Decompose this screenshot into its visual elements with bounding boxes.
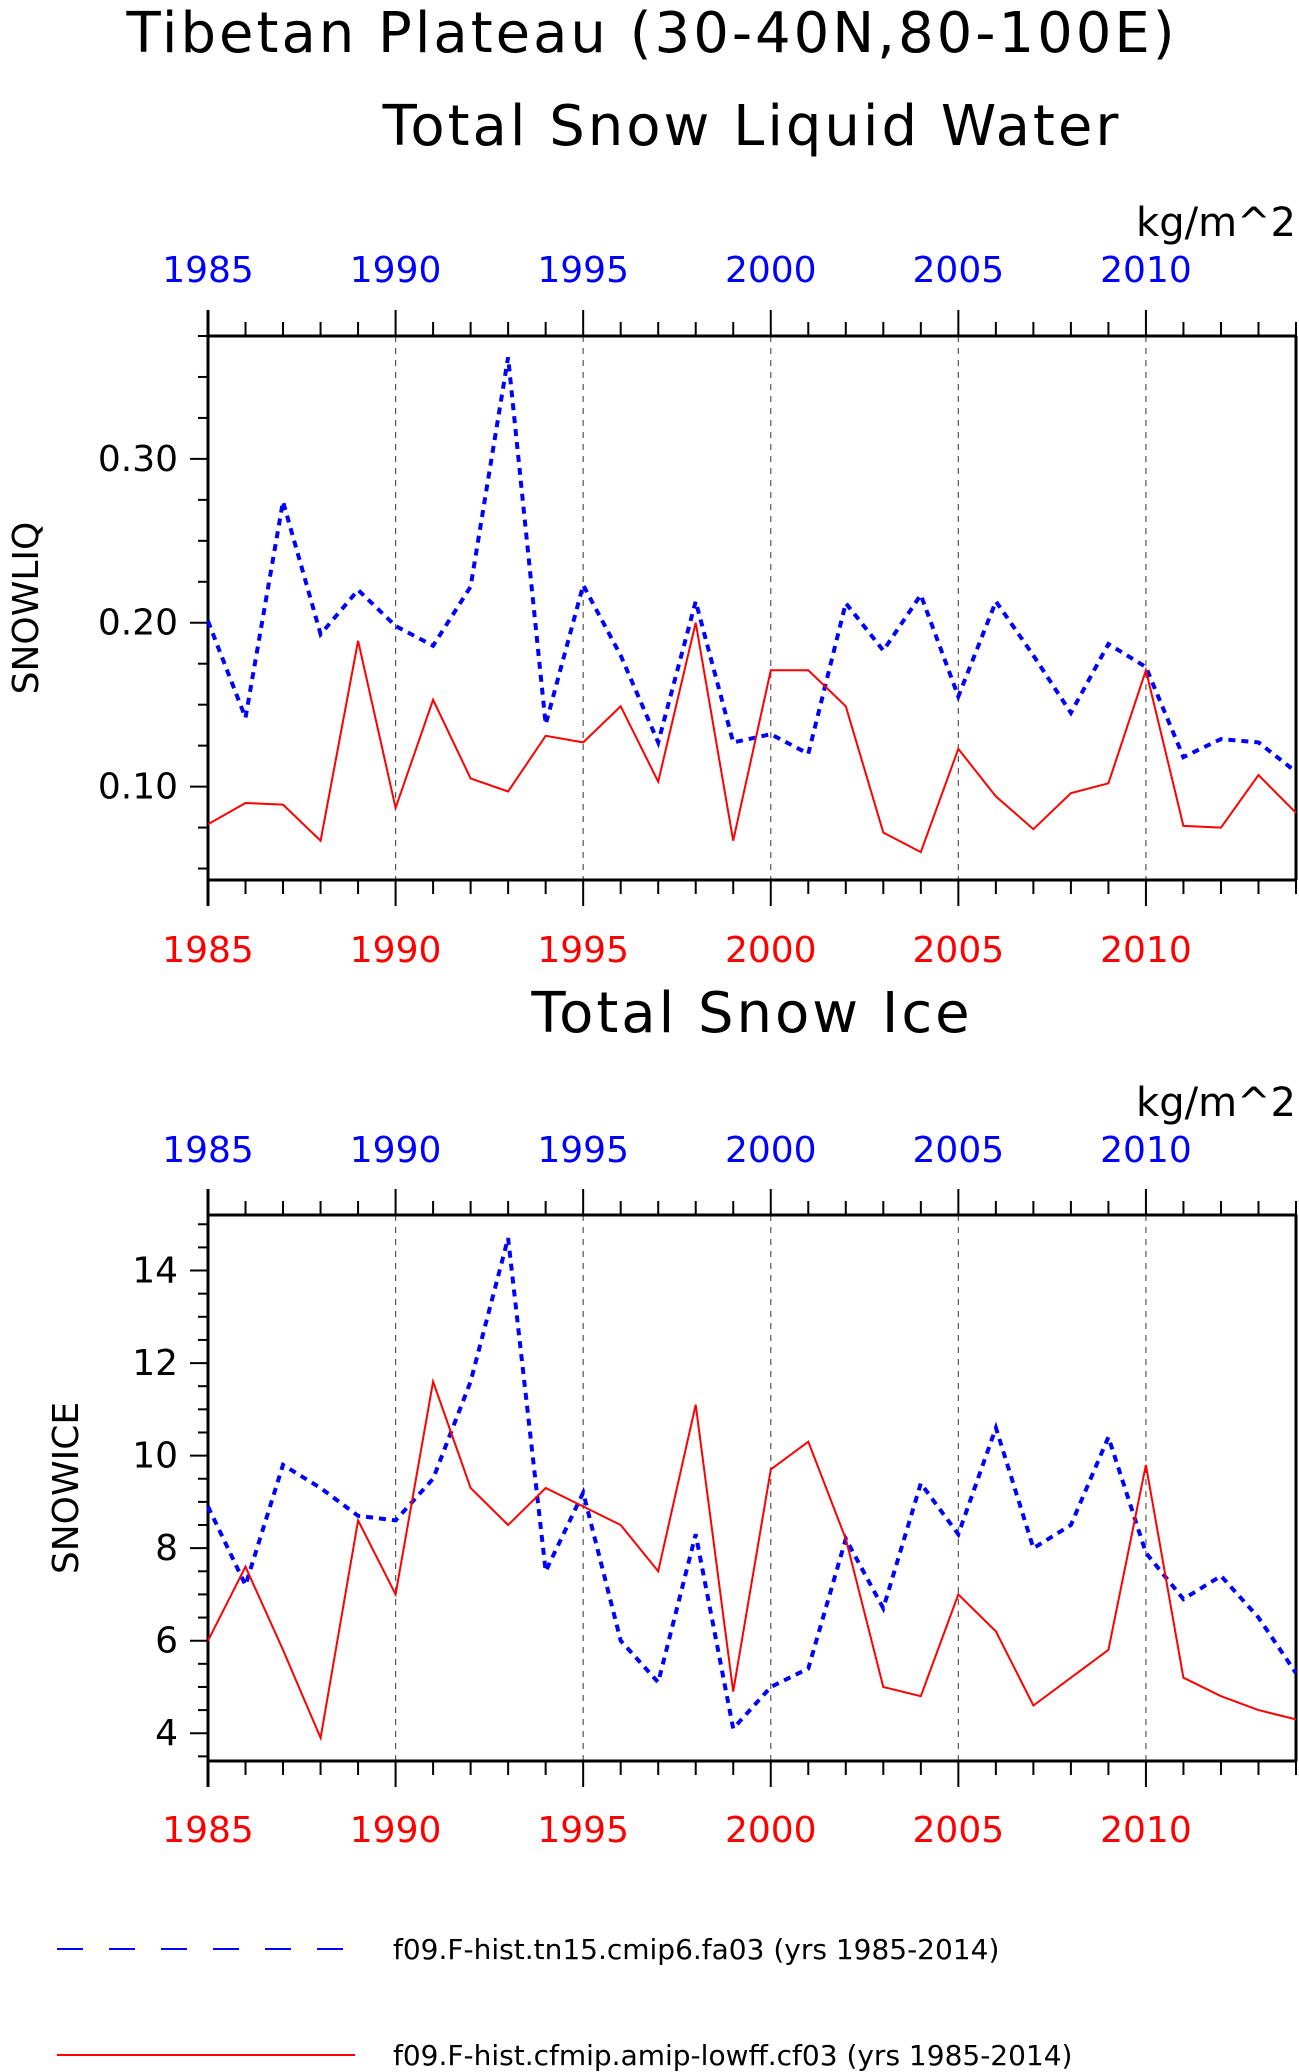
snowliq-ytick-label: 0.30 [98,439,178,480]
snowice-ytick-label: 8 [155,1528,178,1569]
snowliq-xtick-label-bottom: 2010 [1100,930,1192,971]
snowliq-ytick-label: 0.10 [98,767,178,808]
snowliq-ylabel: SNOWLIQ [6,522,47,695]
snowice-xtick-label-bottom: 2000 [725,1810,817,1851]
snowliq-xtick-label-top: 1985 [162,250,254,291]
snowliq-xtick-label-bottom: 1990 [350,930,442,971]
snowice-xtick-label-top: 2000 [725,1130,817,1171]
snowice-units: kg/m^2 [1136,1080,1296,1126]
snowice-xtick-label-top: 2005 [913,1130,1005,1171]
snowice-xtick-label-top: 1985 [162,1130,254,1171]
legend: f09.F-hist.tn15.cmip6.fa03 (yrs 1985-201… [57,1933,1072,2072]
snowice-xtick-label-bottom: 1990 [350,1810,442,1851]
snowice-xtick-label-bottom: 2005 [913,1810,1005,1851]
snowice-xtick-label-bottom: 1995 [537,1810,629,1851]
snowice-xtick-label-top: 2010 [1100,1130,1192,1171]
snowliq-units: kg/m^2 [1136,200,1296,246]
snowliq-series-1-line [206,356,1298,774]
snowice-ytick-label: 6 [155,1621,178,1662]
main-title: Tibetan Plateau (30-40N,80-100E) [125,1,1177,66]
snowliq-xtick-label-bottom: 1995 [537,930,629,971]
legend-label-series2: f09.F-hist.cfmip.amip-lowff.cf03 (yrs 19… [393,2039,1072,2072]
snowice-ytick-label: 10 [132,1436,178,1477]
snowice-xtick-label-bottom: 2010 [1100,1810,1192,1851]
snowliq-xtick-label-top: 2000 [725,250,817,291]
snowliq-xtick-label-bottom: 1985 [162,930,254,971]
snowliq-xtick-label-bottom: 2005 [913,930,1005,971]
snowice-series-2-line [207,1377,1297,1742]
snowice-ytick-label: 12 [132,1343,178,1384]
panel-snowliq: 0.10 0.20 0.30 1985 1985 1990 1990 1995 1995 2000… [6,200,1298,971]
panel2-title: Total Snow Ice [530,981,972,1046]
snowliq-xtick-label-top: 2010 [1100,250,1192,291]
snowliq-xtick-label-bottom: 2000 [725,930,817,971]
snowice-xtick-label-bottom: 1985 [162,1810,254,1851]
snowice-ytick-label: 14 [132,1251,178,1292]
snowice-xtick-label-top: 1990 [350,1130,442,1171]
legend-label-series1: f09.F-hist.tn15.cmip6.fa03 (yrs 1985-201… [393,1933,999,1966]
snowice-ytick-label: 4 [155,1713,178,1754]
snowliq-xtick-label-top: 1990 [350,250,442,291]
snowliq-xtick-label-top: 1995 [537,250,629,291]
snowliq-ytick-label: 0.20 [98,603,178,644]
snowice-series-1-line [206,1237,1298,1733]
snowice-ylabel: SNOWICE [46,1402,87,1574]
panel-snowice: 4 6 8 10 12 14 1985 1985 1990 1990 1995 1995 2000 200… [46,1080,1298,1851]
snowliq-xtick-label-top: 2005 [913,250,1005,291]
snowice-xtick-label-top: 1995 [537,1130,629,1171]
panel1-title: Total Snow Liquid Water [382,94,1122,159]
snowliq-series-2-line [207,622,1297,854]
